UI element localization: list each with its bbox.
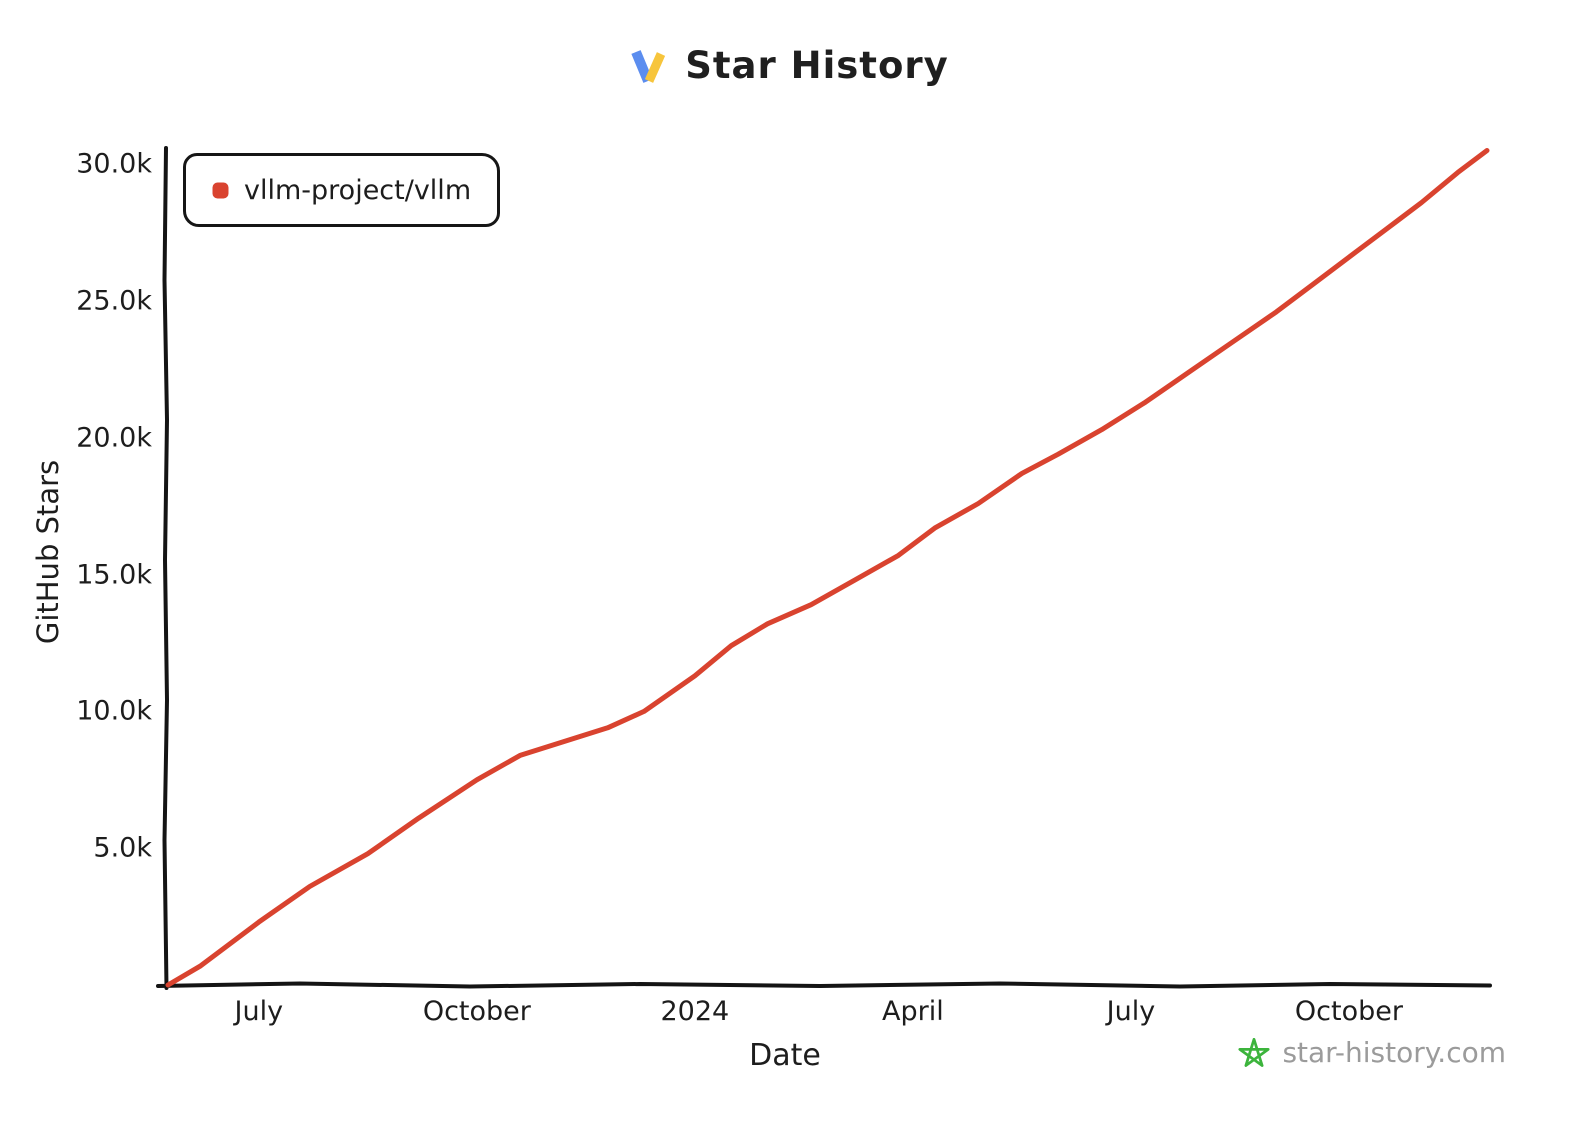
x-tick-label-July: July [1106, 996, 1156, 1027]
y-axis-line [162, 146, 169, 990]
x-tick-label-October: October [1294, 996, 1403, 1027]
y-axis-title: GitHub Stars [31, 459, 65, 645]
y-tick-label-30.0k: 30.0k [76, 148, 152, 180]
x-tick-label-October: October [422, 996, 531, 1027]
x-axis-title: Date [749, 1038, 821, 1073]
x-tick-label-April: April [882, 996, 944, 1027]
x-tick-label-July: July [234, 996, 284, 1027]
x-tick-label-2024: 2024 [660, 996, 730, 1027]
y-tick-label-10.0k: 10.0k [76, 695, 152, 727]
y-tick-label-15.0k: 15.0k [76, 559, 152, 591]
page-title: Star History [685, 44, 949, 87]
legend: vllm-project/vllm [183, 153, 501, 227]
star-history-logo-icon [627, 45, 669, 87]
watermark-link[interactable]: star-history.com [1282, 1036, 1506, 1069]
legend-item-label: vllm-project/vllm [244, 174, 472, 206]
y-tick-label-20.0k: 20.0k [76, 422, 152, 454]
star-icon [1238, 1037, 1270, 1068]
chart-header: Star History [0, 44, 1576, 87]
y-tick-label-25.0k: 25.0k [76, 285, 152, 317]
y-tick-label-5.0k: 5.0k [93, 832, 152, 864]
watermark: star-history.com [1238, 1036, 1506, 1069]
legend-swatch [212, 182, 229, 199]
x-axis-line [156, 981, 1492, 989]
series-line-vllm-project/vllm [165, 148, 1490, 988]
